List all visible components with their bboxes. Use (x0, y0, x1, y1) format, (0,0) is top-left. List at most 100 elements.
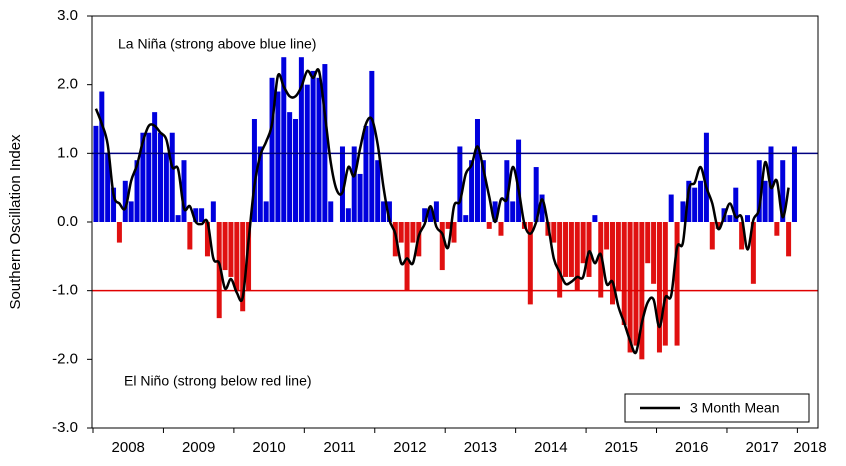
bar (674, 222, 680, 346)
bar (116, 222, 122, 243)
bar (686, 180, 692, 222)
bar (428, 208, 434, 222)
bar (351, 146, 357, 222)
bar (580, 222, 586, 264)
bar (210, 201, 216, 222)
bar (739, 222, 745, 250)
bar (621, 222, 627, 325)
bar (715, 222, 721, 229)
annotation: La Niña (strong above blue line) (118, 36, 316, 52)
x-tick-label: 2010 (252, 439, 285, 456)
bar (745, 215, 751, 222)
bar (357, 173, 363, 222)
bar (269, 77, 275, 222)
bar (410, 222, 416, 243)
bar (574, 222, 580, 291)
bar (498, 222, 504, 236)
bar (105, 153, 111, 222)
bar (152, 112, 158, 222)
bar (257, 146, 263, 222)
bar (140, 132, 146, 222)
bar (557, 222, 563, 298)
bar (240, 222, 246, 312)
bar (216, 222, 222, 319)
bar (680, 201, 686, 222)
bar (780, 160, 786, 222)
bar (533, 167, 539, 222)
bar (134, 160, 140, 222)
bar (310, 70, 316, 222)
bar (316, 77, 322, 222)
bar (345, 208, 351, 222)
bar (474, 119, 480, 222)
bar (709, 222, 715, 250)
bar (568, 222, 574, 277)
bar (463, 215, 469, 222)
x-tick-label: 2011 (323, 439, 355, 456)
bar (146, 132, 152, 222)
x-tick-label: 2013 (464, 439, 497, 456)
annotation-bg (112, 33, 350, 55)
bar (598, 222, 604, 298)
bar (175, 215, 181, 222)
bar (111, 187, 117, 222)
bar (651, 222, 657, 284)
bar (615, 222, 621, 291)
bar (381, 201, 387, 222)
bar (375, 160, 381, 222)
bar (469, 160, 475, 222)
bar (328, 201, 334, 222)
y-axis-label: Southern Oscillation Index (7, 134, 24, 310)
bar (181, 160, 187, 222)
bar (633, 222, 639, 346)
bar (222, 222, 228, 271)
bar (193, 208, 199, 222)
x-tick-label: 2009 (182, 439, 215, 456)
x-tick-label: 2008 (112, 439, 145, 456)
bar (750, 222, 756, 284)
bar (457, 146, 463, 222)
bar (645, 222, 651, 264)
bar (698, 180, 704, 222)
bar (263, 201, 269, 222)
bar (627, 222, 633, 353)
bar (791, 146, 797, 222)
y-tick-label: 1.0 (57, 144, 78, 161)
y-tick-label: 3.0 (57, 7, 78, 24)
bar (445, 222, 451, 229)
bar (404, 222, 410, 291)
bar (275, 91, 281, 223)
bar (592, 215, 598, 222)
bar (510, 201, 516, 222)
bar (480, 160, 486, 222)
bar (163, 153, 169, 222)
bar (204, 222, 210, 257)
bar (609, 222, 615, 305)
plot-frame (91, 15, 819, 429)
bar (563, 222, 569, 277)
bar (504, 160, 510, 222)
annotation: El Niño (strong below red line) (124, 373, 312, 389)
bar (703, 132, 709, 222)
bar (439, 222, 445, 271)
bar (422, 208, 428, 222)
bar (604, 222, 610, 250)
bar (433, 201, 439, 222)
bar (293, 119, 299, 222)
bar (492, 201, 498, 222)
y-tick-label: 2.0 (57, 76, 78, 93)
bar (586, 222, 592, 277)
bar (668, 194, 674, 222)
bar (158, 132, 164, 222)
x-tick-label: 2014 (534, 439, 567, 456)
bar (527, 222, 533, 305)
bar (786, 222, 792, 257)
bar (322, 64, 328, 222)
mean-line (94, 68, 790, 355)
bar (369, 70, 375, 222)
bar (228, 222, 234, 277)
bar (733, 187, 739, 222)
bar (298, 57, 304, 223)
